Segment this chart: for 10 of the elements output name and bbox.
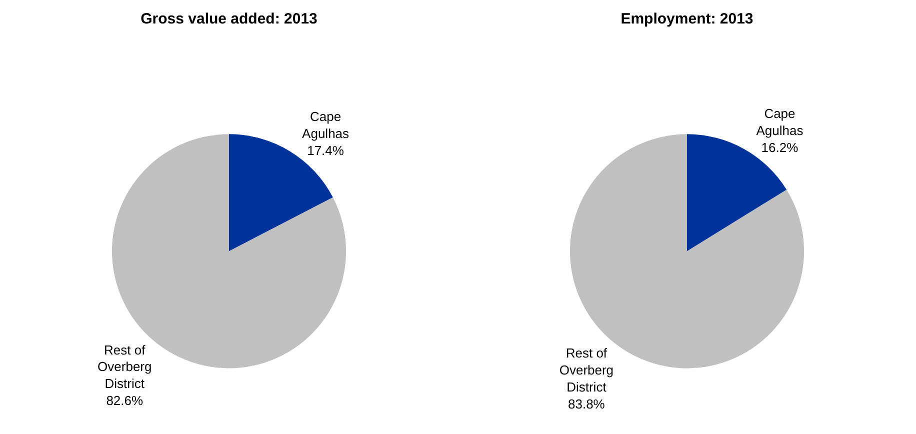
slice-label: Cape Agulhas [302, 109, 350, 141]
data-label: 83.8% [568, 396, 606, 412]
slice-label: Rest of Overberg District [98, 342, 152, 392]
slice-label: Cape Agulhas [756, 106, 804, 138]
chart-title: Gross value added: 2013 [140, 10, 318, 28]
data-label: 82.6% [106, 393, 144, 408]
data-label: 16.2% [761, 140, 799, 155]
data-label: 17.4% [307, 142, 344, 158]
slice-label: Rest of Overberg District [559, 346, 614, 394]
chart-title: Employment: 2013 [620, 10, 754, 28]
